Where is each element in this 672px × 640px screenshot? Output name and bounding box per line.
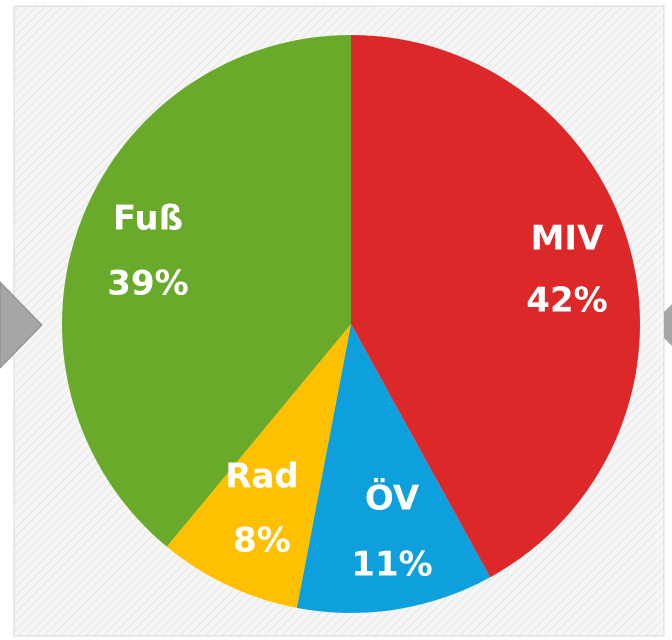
pie-slice — [296, 324, 491, 613]
slice-value-label: 8% — [233, 521, 291, 561]
pie-slice — [351, 35, 641, 578]
slice-category: MIV — [531, 219, 604, 259]
labels: MIV 42% ÖV 11% Rad 8% Fuß 39% — [107, 199, 607, 585]
pie — [61, 35, 641, 613]
slice-category: ÖV — [365, 478, 420, 519]
slice-category: Rad — [225, 457, 298, 497]
pie-slice — [61, 35, 352, 547]
arrow-left — [0, 281, 43, 369]
pie-slice — [166, 324, 351, 608]
slice-category: Fuß — [113, 199, 183, 239]
slice-value-label: 39% — [107, 264, 188, 304]
slice-value-label: 11% — [351, 545, 432, 585]
slice-value-label: 42% — [526, 281, 607, 321]
arrow-right — [664, 304, 672, 346]
